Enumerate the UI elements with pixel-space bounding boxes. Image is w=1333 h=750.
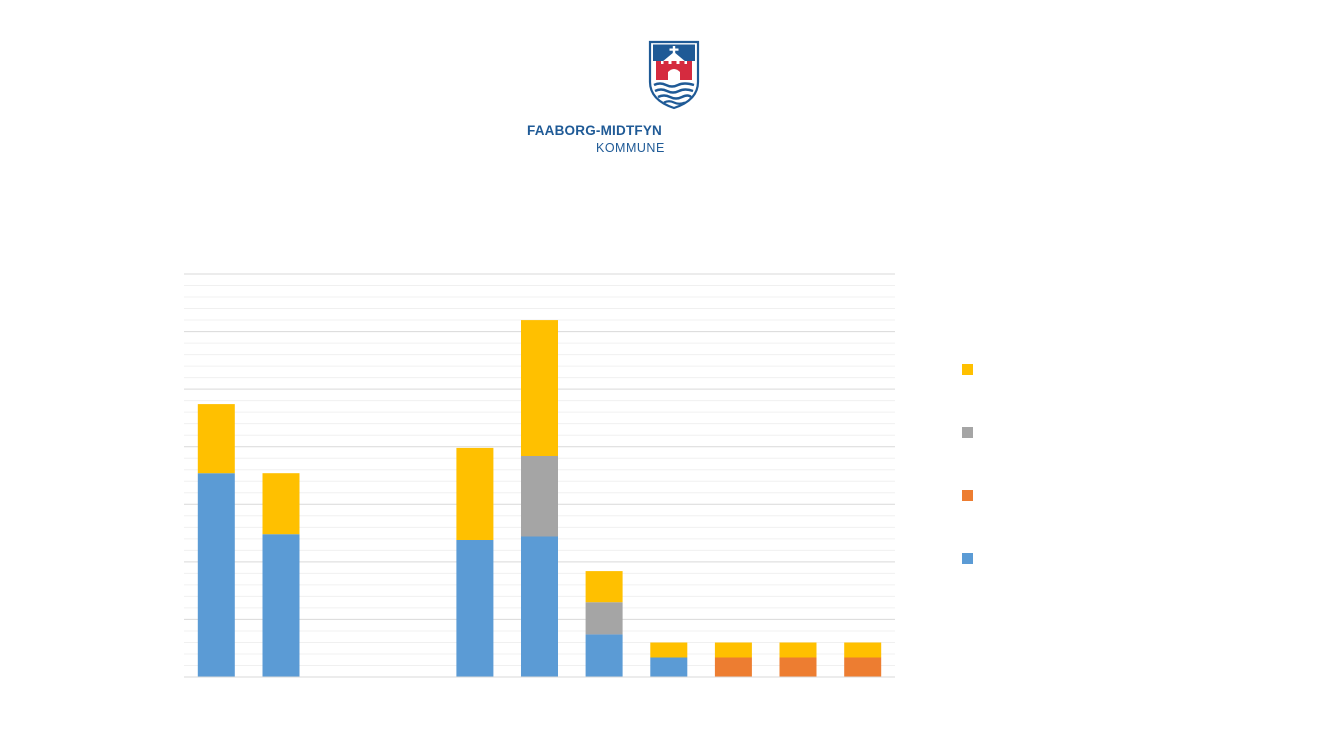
coat-of-arms-icon [648,40,700,110]
bar-segment-series-1-category-8 [650,657,688,677]
bar-segment-series-2-category-10 [779,657,817,677]
legend-swatch [962,364,973,375]
bar-segment-series-4-category-11 [844,642,882,658]
bar-segment-series-2-category-9 [714,657,752,677]
bar-segment-series-4-category-8 [650,642,688,658]
bar-segment-series-1-category-6 [521,536,558,677]
bar-segment-series-4-category-1 [197,404,235,474]
bar-segment-series-4-category-10 [779,642,817,658]
logo-wordmark: FAABORG-MIDTFYN [527,123,662,138]
bar-segment-series-4-category-2 [262,473,300,535]
bar-segment-series-4-category-9 [714,642,752,658]
bar-segment-series-3-category-7 [585,602,623,635]
bar-segment-series-4-category-5 [456,447,494,540]
bar-segment-series-3-category-6 [521,455,558,537]
municipality-logo: FAABORG-MIDTFYN KOMMUNE [520,38,700,158]
bar-segment-series-2-category-11 [844,657,882,677]
bar-segment-series-1-category-7 [585,634,623,677]
chart-bars [197,320,882,677]
bar-segment-series-4-category-6 [521,320,558,456]
bar-segment-series-1-category-2 [262,534,300,677]
bar-segment-series-1-category-5 [456,540,494,677]
legend-swatch [962,553,973,564]
logo-subtitle: KOMMUNE [596,141,665,155]
legend-swatch [962,490,973,501]
bar-segment-series-4-category-7 [585,571,623,603]
legend-swatch [962,427,973,438]
bar-segment-series-1-category-1 [197,473,235,677]
